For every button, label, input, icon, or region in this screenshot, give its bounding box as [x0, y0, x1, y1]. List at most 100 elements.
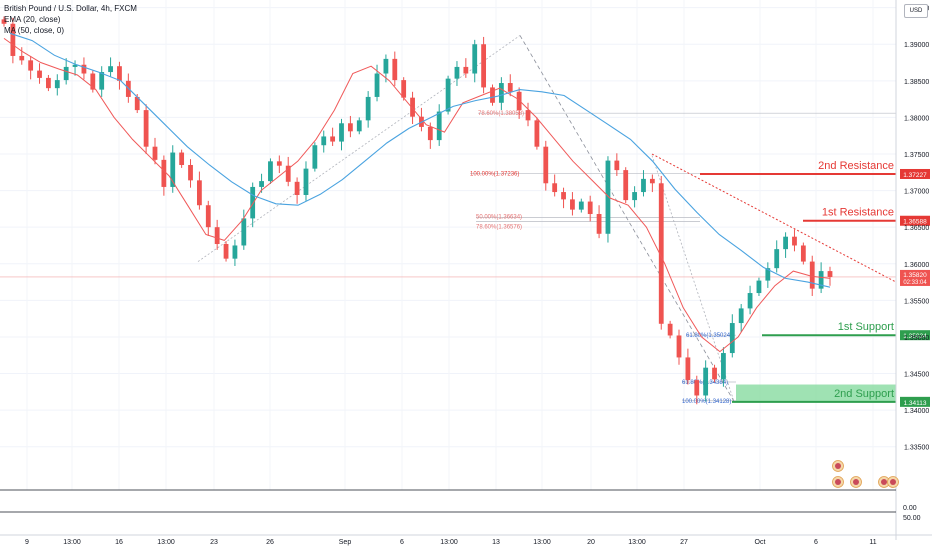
- chart-legend: British Pound / U.S. Dollar, 4h, FXCM EM…: [4, 3, 137, 36]
- candle-body: [436, 111, 442, 141]
- candle-body: [498, 83, 504, 103]
- ma-legend[interactable]: MA (50, close, 0): [4, 26, 65, 35]
- candle-body: [46, 77, 51, 89]
- price-tick-label: 1.35500: [904, 298, 929, 305]
- economic-events[interactable]: [832, 460, 899, 488]
- event-flag-dot: [835, 463, 841, 469]
- candle-body: [330, 136, 336, 142]
- level-price-text: 1.35024: [903, 333, 927, 340]
- candle-body: [792, 236, 797, 246]
- event-flag-dot: [835, 479, 841, 485]
- candle-body: [303, 168, 309, 195]
- time-axis[interactable]: 9 13:00 16 13:00 23 26 Sep 6 13:00 13 13:00 20 13:00…: [0, 534, 932, 546]
- time-tick-label: 16: [115, 539, 123, 546]
- candle-body: [561, 192, 566, 200]
- fib-trend-line: [197, 35, 521, 262]
- time-tick-label: 6: [400, 539, 404, 546]
- candle-body: [383, 58, 389, 74]
- candle-body: [117, 66, 122, 81]
- fib-trend-line: [519, 35, 735, 402]
- current-price-text: 1.35820: [903, 272, 927, 279]
- candle-body: [614, 160, 620, 171]
- time-tick-label: 26: [266, 539, 274, 546]
- candle-body: [552, 183, 558, 193]
- candle-body: [596, 214, 602, 234]
- candle-body: [223, 244, 229, 259]
- candle-body: [205, 205, 211, 228]
- candle-body: [729, 323, 735, 354]
- candle-body: [827, 271, 833, 277]
- candle-body: [445, 78, 451, 112]
- candle-body: [72, 64, 78, 67]
- candle-body: [99, 72, 105, 90]
- time-tick-label: 23: [210, 539, 218, 546]
- time-tick-label: 13:00: [63, 539, 81, 546]
- candle-body: [241, 218, 247, 246]
- indicator-lines: [3, 32, 831, 353]
- candle-body: [676, 335, 682, 358]
- candle-body: [667, 323, 673, 336]
- price-tick-label: 1.35000: [904, 335, 929, 342]
- candle-body: [427, 126, 433, 141]
- level-label: 1st Resistance: [822, 207, 894, 219]
- candle-body: [490, 87, 495, 103]
- candle-body: [712, 367, 717, 380]
- event-flag-dot: [890, 479, 896, 485]
- price-axis[interactable]: 1.395001.390001.385001.380001.375001.370…: [895, 0, 929, 540]
- ema-legend[interactable]: EMA (20, close): [4, 15, 61, 24]
- candle-body: [321, 136, 327, 146]
- candle-body: [800, 245, 806, 262]
- time-tick-label: 20: [587, 539, 595, 546]
- level-price-badge: [900, 330, 930, 341]
- candle-body: [756, 280, 762, 294]
- candle-body: [410, 97, 415, 117]
- ma-line: [9, 32, 831, 288]
- candle-body: [152, 146, 158, 160]
- candle-body: [161, 159, 167, 187]
- candle-body: [170, 152, 176, 187]
- candle-body: [259, 181, 264, 187]
- candle-body: [649, 178, 655, 184]
- candle-body: [463, 66, 469, 74]
- candle-body: [250, 186, 256, 219]
- support-resistance-levels: 2nd Resistance 1.37227 1st Resistance 1.365…: [700, 160, 930, 407]
- candle-body: [765, 268, 771, 281]
- time-tick-label: 13:00: [157, 539, 175, 546]
- current-price-badge: [900, 269, 930, 286]
- oscillator-tick-label: 0.00: [903, 505, 917, 512]
- level-price-badge: [900, 396, 930, 407]
- candle-body: [285, 165, 291, 182]
- currency-badge[interactable]: USD: [904, 4, 928, 18]
- time-tick-label: 6: [814, 539, 818, 546]
- candle-body: [81, 64, 87, 74]
- candle-body: [623, 170, 629, 201]
- candle-body: [809, 261, 815, 289]
- candle-body: [1, 19, 7, 24]
- candle-body: [481, 44, 487, 88]
- candle-body: [641, 178, 646, 193]
- candle-body: [454, 66, 460, 79]
- candle-body: [738, 308, 744, 324]
- candle-body: [312, 145, 318, 169]
- level-label: 1st Support: [838, 321, 894, 333]
- fib-label: 61.80%(1.35024): [686, 333, 732, 339]
- chart-title[interactable]: British Pound / U.S. Dollar, 4h, FXCM: [4, 4, 137, 13]
- candle-body: [587, 201, 593, 215]
- time-tick-label: 13:00: [533, 539, 551, 546]
- candle-body: [534, 120, 540, 147]
- candle-body: [188, 164, 193, 181]
- candle-body: [570, 199, 575, 210]
- level-price-badge: [900, 168, 930, 179]
- candle-body: [747, 293, 753, 309]
- candle-body: [143, 110, 149, 147]
- price-tick-label: 1.34500: [904, 372, 929, 379]
- candle-body: [28, 60, 34, 71]
- candle-body: [685, 357, 691, 381]
- level-label: 2nd Support: [834, 388, 894, 400]
- descending-trendline: [651, 153, 897, 283]
- price-tick-label: 1.38500: [904, 79, 929, 86]
- fib-label: 100.00%(1.37236): [470, 171, 519, 177]
- candle-body: [196, 180, 202, 206]
